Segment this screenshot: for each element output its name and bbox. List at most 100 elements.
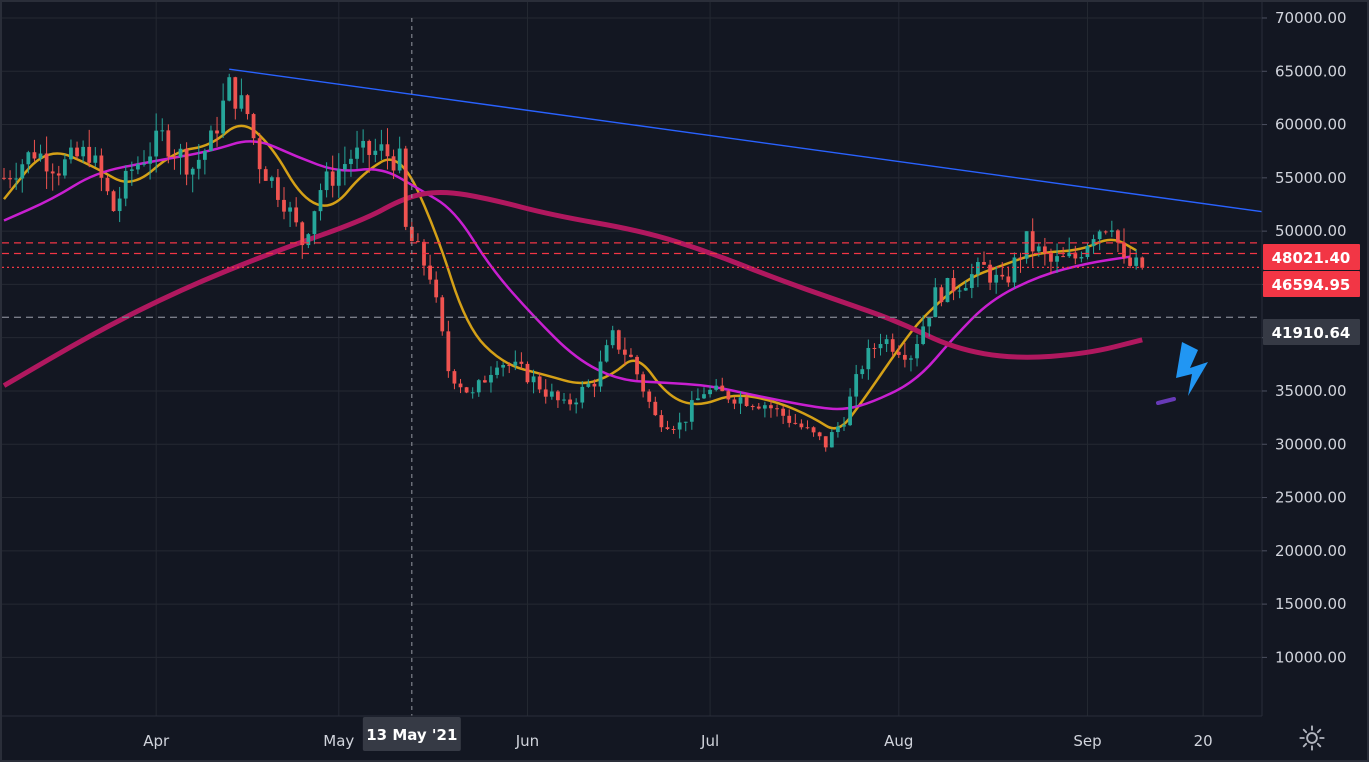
candle xyxy=(604,339,609,363)
candle xyxy=(793,414,798,425)
candle-body xyxy=(38,153,43,159)
candle xyxy=(641,371,646,398)
price-tick-label: 30000.00 xyxy=(1275,435,1347,453)
candle xyxy=(178,143,183,175)
candle-body xyxy=(276,177,280,200)
price-tick-label: 70000.00 xyxy=(1275,9,1347,27)
candle-body xyxy=(476,380,481,393)
price-tag-label: 41910.64 xyxy=(1272,324,1351,342)
candle-body xyxy=(154,130,159,157)
candle xyxy=(714,378,719,392)
candle xyxy=(750,404,755,411)
candle xyxy=(537,372,542,394)
candle xyxy=(166,124,171,164)
candle-body xyxy=(166,130,171,157)
candle-body xyxy=(963,287,968,291)
candle xyxy=(976,257,980,288)
gear-icon[interactable] xyxy=(1298,724,1326,752)
candle-body xyxy=(756,406,761,409)
candle xyxy=(543,379,548,404)
candle xyxy=(659,410,664,432)
candle xyxy=(951,269,956,301)
candle-body xyxy=(470,392,475,394)
candle xyxy=(32,139,37,162)
candle xyxy=(111,189,116,212)
candle-body xyxy=(969,274,974,288)
candle xyxy=(525,361,530,384)
candle-body xyxy=(428,265,432,280)
candle-body xyxy=(866,347,871,370)
candle xyxy=(105,175,110,196)
candle-body xyxy=(403,148,408,227)
candle xyxy=(1128,248,1132,269)
candle-body xyxy=(549,391,554,397)
candle xyxy=(257,132,262,184)
candle-body xyxy=(507,364,512,366)
candle-body xyxy=(811,427,816,433)
candle xyxy=(373,138,378,163)
candle xyxy=(44,136,49,190)
moving-average-line xyxy=(3,140,1131,411)
candle-body xyxy=(32,152,37,159)
candle-body xyxy=(391,156,396,171)
candle-body xyxy=(251,114,256,139)
price-tick-label: 55000.00 xyxy=(1275,169,1347,187)
candle xyxy=(635,355,639,380)
candle xyxy=(476,378,481,397)
candle xyxy=(142,150,146,167)
candle xyxy=(379,129,384,160)
price-axis[interactable]: 10000.00 15000.00 20000.00 25000.00 30000.00… xyxy=(1261,2,1367,760)
candle-body xyxy=(1103,231,1108,233)
time-axis[interactable]: Apr May Jun Jul Aug Sep 20 13 May '21 xyxy=(2,715,1367,760)
candle-body xyxy=(330,171,335,186)
candle-body xyxy=(361,140,366,148)
candle-body xyxy=(379,144,384,151)
candle-body xyxy=(1134,257,1139,266)
candle-body xyxy=(178,148,183,158)
candle-body xyxy=(93,155,98,163)
candle xyxy=(915,334,919,367)
candle-body xyxy=(294,207,299,223)
candle-body xyxy=(775,408,779,410)
candle-body xyxy=(647,391,652,402)
candle xyxy=(702,387,706,400)
candle-body xyxy=(817,432,822,437)
candle xyxy=(1097,229,1102,251)
candle xyxy=(580,380,585,409)
candle xyxy=(921,315,926,346)
candle xyxy=(50,163,55,191)
candle-body xyxy=(87,146,92,163)
candle xyxy=(677,412,682,439)
candle xyxy=(665,420,670,431)
candle xyxy=(361,129,366,163)
candle xyxy=(403,145,408,231)
candle xyxy=(1067,237,1072,258)
candle xyxy=(306,233,311,249)
candle-body xyxy=(829,432,834,448)
candle-body xyxy=(616,330,621,350)
price-axis-background xyxy=(1262,2,1367,760)
candle xyxy=(726,389,731,404)
candle xyxy=(312,210,317,245)
candle xyxy=(963,280,968,291)
candle-body xyxy=(1012,257,1017,283)
price-tag: 41910.64 xyxy=(1263,319,1360,345)
candle-body xyxy=(702,394,706,399)
candle xyxy=(416,233,420,243)
candle-body xyxy=(136,164,140,170)
candle xyxy=(75,141,79,160)
candle xyxy=(2,167,6,181)
candle-body xyxy=(604,345,609,362)
candle-body xyxy=(458,383,463,388)
candle xyxy=(884,334,889,353)
candle-body xyxy=(8,178,12,180)
candle-body xyxy=(787,415,792,423)
price-tick-label: 60000.00 xyxy=(1275,116,1347,134)
candle xyxy=(288,201,292,228)
candle xyxy=(464,386,469,394)
candle xyxy=(744,393,749,407)
price-tick-label: 50000.00 xyxy=(1275,222,1347,240)
candle-body xyxy=(799,423,804,428)
candle-body xyxy=(75,147,79,157)
